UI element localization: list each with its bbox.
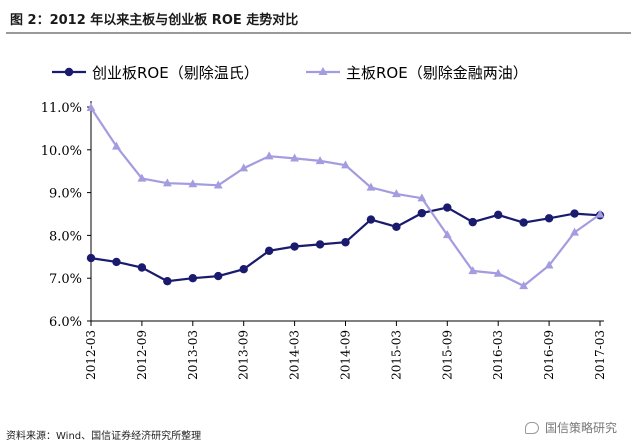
y-tick-label: 8.0% (49, 229, 82, 244)
data-point (137, 173, 147, 182)
y-tick-label: 11.0% (41, 101, 82, 116)
series-2 (86, 103, 605, 290)
x-tick-label: 2016-09 (542, 330, 556, 380)
legend-marker (318, 67, 328, 75)
data-point (112, 141, 121, 150)
data-point (519, 281, 529, 290)
watermark: 国信策略研究 (524, 419, 617, 436)
data-point (417, 208, 427, 218)
data-point (341, 238, 350, 247)
legend-item-2: 主板ROE（剔除金融两油） (306, 64, 528, 82)
data-point (214, 271, 223, 281)
y-tick-label: 7.0% (49, 272, 82, 287)
data-point (570, 227, 579, 236)
data-point (443, 203, 452, 212)
data-point (544, 260, 554, 269)
data-point (162, 178, 172, 187)
data-point (239, 265, 248, 274)
x-tick-label: 2015-09 (440, 330, 454, 380)
figure-title: 图 2：2012 年以来主板与创业板 ROE 走势对比 (10, 13, 299, 28)
data-point (366, 182, 376, 191)
data-point (137, 263, 147, 272)
data-point (468, 266, 478, 275)
wechat-icon (524, 421, 539, 434)
data-point (188, 179, 198, 188)
y-tick-label: 6.0% (49, 315, 82, 330)
data-point (442, 230, 452, 239)
data-point (86, 253, 96, 263)
series-1 (86, 203, 605, 286)
data-point (366, 215, 376, 224)
x-tick-label: 2013-03 (186, 330, 200, 380)
source-note: 资料来源：Wind、国信证券经济研究所整理 (6, 431, 202, 442)
chart-series (86, 103, 605, 290)
data-point (519, 218, 528, 227)
x-tick-label: 2014-03 (288, 330, 302, 380)
x-tick-label: 2014-09 (339, 330, 353, 380)
data-point (163, 276, 172, 286)
x-tick-label: 2017-03 (593, 330, 607, 380)
figure-title-bar: 图 2：2012 年以来主板与创业板 ROE 走势对比 (6, 0, 631, 34)
data-point (341, 160, 350, 169)
legend-label: 创业板ROE（剔除温氏） (92, 64, 259, 82)
data-point (188, 274, 197, 283)
legend-marker (64, 67, 74, 77)
data-point (468, 217, 477, 227)
data-point (392, 222, 401, 232)
y-tick-label: 9.0% (49, 187, 82, 202)
chart-legend: 创业板ROE（剔除温氏） 主板ROE（剔除金融两油） (52, 64, 528, 82)
data-point (290, 153, 299, 162)
data-point (315, 240, 325, 249)
data-point (264, 246, 274, 256)
data-point (417, 193, 427, 202)
data-point (494, 210, 503, 220)
data-point (493, 268, 503, 277)
legend-label: 主板ROE（剔除金融两油） (346, 64, 528, 82)
data-point (290, 242, 299, 251)
data-point (392, 189, 401, 198)
x-tick-label: 2016-03 (491, 330, 505, 380)
x-tick-label: 2013-09 (237, 330, 251, 380)
data-point (544, 214, 554, 223)
x-tick-label: 2012-09 (135, 330, 149, 380)
x-tick-label: 2015-03 (389, 330, 403, 380)
data-point (86, 103, 96, 112)
chart-axes: 6.0% 7.0% 8.0% 9.0% 10.0% 11.0% 2012-03 2012-09… (41, 101, 607, 380)
data-point (595, 209, 605, 218)
data-point (213, 180, 223, 189)
data-point (570, 209, 579, 218)
data-point (239, 163, 249, 172)
data-point (112, 257, 121, 267)
data-point (264, 151, 274, 160)
y-tick-label: 10.0% (41, 144, 82, 159)
data-point (315, 156, 325, 165)
x-tick-label: 2012-03 (84, 330, 98, 380)
watermark-text: 国信策略研究 (544, 421, 617, 435)
series-line (90, 107, 601, 288)
legend-item-1: 创业板ROE（剔除温氏） (52, 64, 259, 82)
